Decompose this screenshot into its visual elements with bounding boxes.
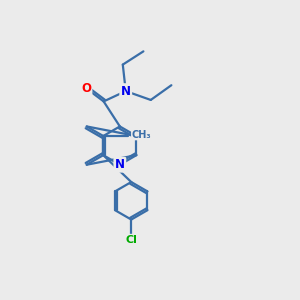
Text: N: N (121, 85, 131, 98)
Text: Cl: Cl (125, 235, 137, 245)
Text: CH₃: CH₃ (132, 130, 152, 140)
Text: N: N (115, 158, 125, 171)
Text: O: O (81, 82, 91, 95)
